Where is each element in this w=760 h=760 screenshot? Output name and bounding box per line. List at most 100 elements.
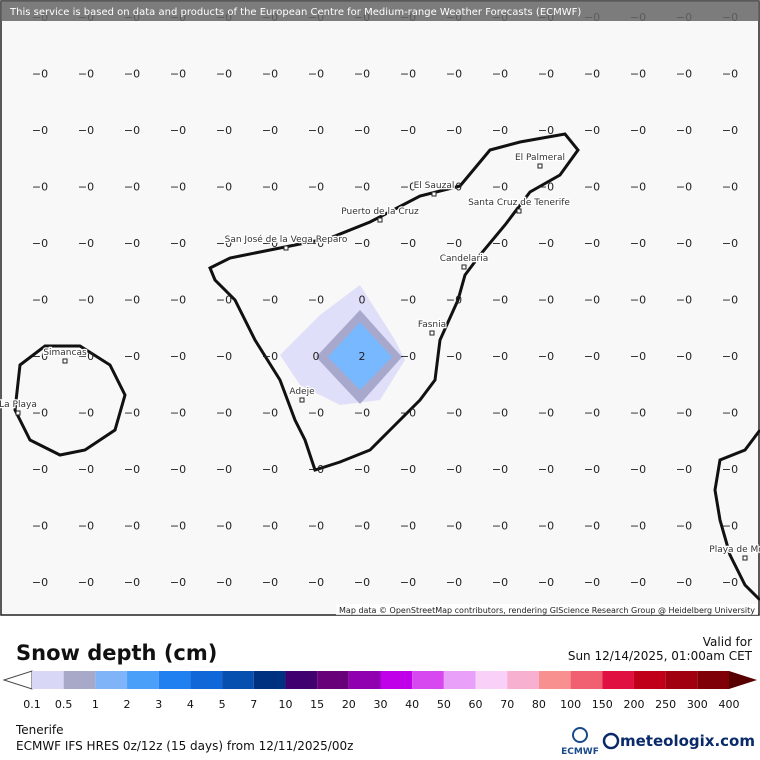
grid-value: −0 bbox=[676, 237, 692, 250]
attribution: Map data © OpenStreetMap contributors, r… bbox=[339, 606, 755, 615]
grid-value: −0 bbox=[584, 350, 600, 363]
grid-value: −0 bbox=[170, 463, 186, 476]
grid-value: −0 bbox=[400, 294, 416, 307]
grid-value: −0 bbox=[78, 294, 94, 307]
grid-value: −0 bbox=[492, 576, 508, 589]
grid-value: −0 bbox=[32, 350, 48, 363]
grid-value: −0 bbox=[492, 237, 508, 250]
scale-tick: 0.5 bbox=[55, 698, 73, 711]
grid-value: −0 bbox=[78, 520, 94, 533]
grid-value: −0 bbox=[308, 124, 324, 137]
grid-value: −0 bbox=[308, 237, 324, 250]
grid-value: −0 bbox=[262, 181, 278, 194]
grid-value: −0 bbox=[216, 294, 232, 307]
grid-value: −0 bbox=[722, 124, 738, 137]
place-label: El Palmeral bbox=[515, 153, 565, 163]
grid-value: −0 bbox=[262, 294, 278, 307]
grid-value: −0 bbox=[354, 520, 370, 533]
scale-swatch bbox=[380, 671, 413, 689]
place-label: La Playa bbox=[0, 400, 37, 410]
grid-value: −0 bbox=[170, 576, 186, 589]
grid-value: −0 bbox=[170, 520, 186, 533]
grid-value: −0 bbox=[216, 350, 232, 363]
grid-value: −0 bbox=[78, 576, 94, 589]
grid-value: −0 bbox=[32, 576, 48, 589]
scale-swatch bbox=[127, 671, 159, 689]
banner-bg bbox=[1, 1, 759, 21]
grid-value: −0 bbox=[124, 237, 140, 250]
place-label: Candelaria bbox=[440, 254, 489, 264]
grid-value: −0 bbox=[538, 520, 554, 533]
grid-value: −0 bbox=[630, 294, 646, 307]
grid-value: −0 bbox=[676, 350, 692, 363]
grid-value: −0 bbox=[630, 350, 646, 363]
scale-tick: 150 bbox=[592, 698, 613, 711]
scale-tick: 5 bbox=[219, 698, 226, 711]
grid-value: −0 bbox=[308, 181, 324, 194]
place-marker bbox=[461, 264, 467, 270]
place-label: Fasnia bbox=[418, 320, 446, 330]
place-label: Santa Cruz de Tenerife bbox=[468, 198, 570, 208]
grid-value: −0 bbox=[492, 520, 508, 533]
place-marker bbox=[283, 245, 289, 251]
scale-tick: 70 bbox=[500, 698, 514, 711]
grid-value: −0 bbox=[124, 407, 140, 420]
scale-swatch bbox=[190, 671, 223, 689]
scale-tick: 15 bbox=[310, 698, 324, 711]
scale-tick: 3 bbox=[155, 698, 162, 711]
grid-value: −0 bbox=[446, 463, 462, 476]
grid-value: −0 bbox=[262, 68, 278, 81]
grid-value: −0 bbox=[584, 124, 600, 137]
scale-tick: 300 bbox=[687, 698, 708, 711]
grid-value: −0 bbox=[262, 350, 278, 363]
grid-value: −0 bbox=[722, 68, 738, 81]
attribution-bg bbox=[336, 604, 758, 615]
grid-value: −0 bbox=[676, 463, 692, 476]
grid-value: −0 bbox=[124, 350, 140, 363]
grid-value: −0 bbox=[538, 181, 554, 194]
grid-value: −0 bbox=[446, 294, 462, 307]
scale-swatch bbox=[222, 671, 254, 689]
map-frame bbox=[0, 0, 760, 616]
grid-value: −0 bbox=[676, 520, 692, 533]
grid-value: −0 bbox=[78, 407, 94, 420]
snow-field bbox=[280, 285, 405, 405]
grid-value: −0 bbox=[124, 68, 140, 81]
grid-value: −0 bbox=[630, 520, 646, 533]
grid-value: −0 bbox=[400, 407, 416, 420]
scale-tick: 0.1 bbox=[23, 698, 41, 711]
place-marker bbox=[537, 163, 543, 169]
grid-value: −0 bbox=[584, 576, 600, 589]
grid-value: −0 bbox=[400, 181, 416, 194]
grid-value: −0 bbox=[492, 350, 508, 363]
grid-value: −0 bbox=[262, 237, 278, 250]
scale-swatch bbox=[633, 671, 666, 689]
scale-swatch bbox=[570, 671, 603, 689]
grid-value: −0 bbox=[124, 181, 140, 194]
grid-value: −0 bbox=[262, 576, 278, 589]
scale-tick: 1 bbox=[92, 698, 99, 711]
grid-value: −0 bbox=[584, 68, 600, 81]
brand: meteologix.com bbox=[620, 732, 755, 750]
grid-value: −0 bbox=[308, 68, 324, 81]
grid-value: −0 bbox=[630, 407, 646, 420]
grid-value: −0 bbox=[216, 407, 232, 420]
grid-value: −0 bbox=[538, 237, 554, 250]
grid-value: −0 bbox=[584, 181, 600, 194]
scale-tick: 400 bbox=[719, 698, 740, 711]
grid-value: −0 bbox=[78, 68, 94, 81]
grid-value: −0 bbox=[722, 463, 738, 476]
grid-value: −0 bbox=[630, 181, 646, 194]
grid-value: −0 bbox=[32, 294, 48, 307]
grid-value: −0 bbox=[308, 463, 324, 476]
model-info: ECMWF IFS HRES 0z/12z (15 days) from 12/… bbox=[16, 739, 353, 753]
grid-value: −0 bbox=[676, 407, 692, 420]
grid-value: −0 bbox=[32, 463, 48, 476]
snow-contour bbox=[328, 322, 392, 390]
grid-value: −0 bbox=[446, 181, 462, 194]
gran-canaria-coast bbox=[713, 429, 760, 602]
scale-swatch bbox=[602, 671, 634, 689]
scale-tick: 250 bbox=[655, 698, 676, 711]
grid-value: −0 bbox=[538, 68, 554, 81]
grid-value: −0 bbox=[308, 294, 324, 307]
